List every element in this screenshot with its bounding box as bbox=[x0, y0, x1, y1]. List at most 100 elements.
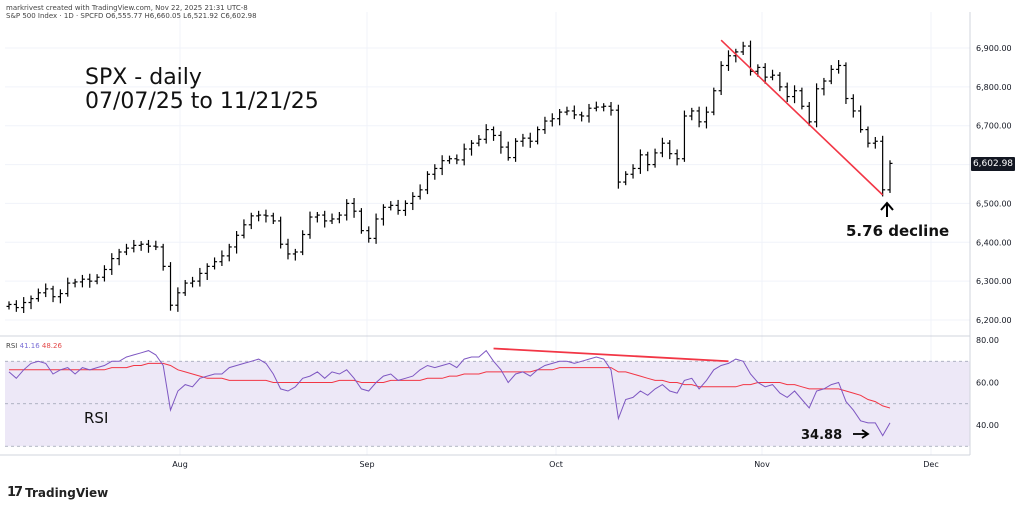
price-bar bbox=[777, 72, 783, 92]
rsi-legend[interactable]: RSI 41.16 48.26 bbox=[6, 342, 62, 350]
price-bar bbox=[571, 105, 577, 120]
rsi-pane bbox=[5, 360, 970, 447]
rsi-ma-line bbox=[9, 362, 891, 409]
tradingview-logo[interactable]: 17 TradingView bbox=[7, 485, 108, 500]
decline-annotation: 5.76 decline bbox=[846, 222, 950, 240]
price-bar bbox=[131, 239, 137, 253]
price-bar bbox=[153, 240, 159, 251]
price-bar bbox=[799, 87, 805, 110]
price-bar bbox=[513, 138, 519, 162]
price-bar bbox=[887, 160, 893, 193]
price-bar bbox=[204, 263, 210, 280]
decline-trendline bbox=[720, 39, 884, 196]
price-bar bbox=[50, 285, 56, 303]
price-bar bbox=[880, 135, 886, 197]
price-axis-tick: 6,900.00 bbox=[976, 44, 1012, 53]
price-bar bbox=[527, 132, 533, 148]
time-axis-tick: Oct bbox=[549, 460, 563, 469]
price-bar bbox=[667, 140, 673, 160]
price-bar bbox=[13, 300, 19, 312]
rsi-lines bbox=[8, 349, 891, 437]
rsi-annotation: RSI bbox=[84, 409, 109, 427]
price-bar bbox=[814, 83, 820, 128]
price-bar bbox=[843, 62, 849, 104]
price-bar bbox=[821, 77, 827, 96]
rsi-line bbox=[8, 349, 891, 437]
price-bar bbox=[278, 216, 284, 249]
price-bar bbox=[865, 126, 871, 148]
price-bar bbox=[872, 136, 878, 149]
price-bar bbox=[402, 200, 408, 216]
price-bar bbox=[652, 148, 658, 168]
time-axis-tick: Dec bbox=[923, 460, 938, 469]
price-bar bbox=[564, 106, 570, 116]
price-bar bbox=[175, 287, 181, 312]
price-bar bbox=[28, 295, 34, 310]
price-bar bbox=[549, 113, 555, 127]
price-bar bbox=[366, 226, 372, 243]
price-bar bbox=[256, 210, 262, 222]
tradingview-logo-icon: 17 bbox=[7, 485, 23, 500]
price-bar bbox=[645, 151, 651, 172]
price-bar bbox=[417, 184, 423, 200]
price-axis-tick: 6,800.00 bbox=[976, 83, 1012, 92]
price-bar bbox=[476, 135, 482, 147]
price-bar bbox=[454, 154, 460, 165]
ohlc-values: O6,555.77 H6,660.05 L6,521.92 C6,602.98 bbox=[105, 12, 257, 20]
price-bar bbox=[432, 164, 438, 180]
price-bar bbox=[498, 131, 504, 154]
price-bar bbox=[292, 248, 298, 261]
price-bar bbox=[410, 192, 416, 211]
price-bar bbox=[314, 211, 320, 223]
price-bar bbox=[784, 82, 790, 103]
price-bar bbox=[483, 124, 489, 144]
watermark-text: markrivest created with TradingView.com,… bbox=[6, 4, 248, 12]
price-bar bbox=[424, 171, 430, 195]
price-bar bbox=[168, 262, 174, 311]
price-bar bbox=[248, 212, 254, 230]
time-axis-tick: Nov bbox=[754, 460, 770, 469]
price-bar bbox=[182, 279, 188, 296]
rsi-legend-value: 41.16 bbox=[19, 342, 40, 350]
price-bar bbox=[711, 87, 717, 116]
price-bar bbox=[608, 102, 614, 116]
symbol-name[interactable]: S&P 500 Index · 1D · SPCFD bbox=[6, 12, 104, 20]
price-bar bbox=[234, 231, 240, 254]
price-bar bbox=[520, 133, 526, 147]
price-bar bbox=[542, 116, 548, 134]
price-bar bbox=[703, 106, 709, 129]
price-bar bbox=[586, 103, 592, 123]
price-bar bbox=[197, 267, 203, 287]
price-bar bbox=[263, 209, 269, 223]
price-bar bbox=[557, 109, 563, 126]
price-bar bbox=[792, 85, 798, 104]
price-axis-tick: 6,500.00 bbox=[976, 199, 1012, 208]
price-bar bbox=[65, 277, 71, 297]
price-bar bbox=[828, 65, 834, 85]
rsi-ma-legend-value: 48.26 bbox=[41, 342, 62, 350]
rsi-legend-title: RSI bbox=[6, 342, 18, 350]
price-bar bbox=[116, 248, 122, 266]
time-axis-tick: Sep bbox=[359, 460, 374, 469]
title-line-1: SPX - daily bbox=[85, 65, 202, 90]
price-bar bbox=[630, 164, 636, 179]
price-bar bbox=[623, 171, 629, 186]
price-bar bbox=[505, 141, 511, 161]
price-bar bbox=[94, 274, 100, 285]
price-bar bbox=[579, 111, 585, 122]
price-bars bbox=[6, 40, 893, 314]
price-bar bbox=[836, 60, 842, 74]
price-bar bbox=[733, 48, 739, 63]
up-arrow-head bbox=[880, 201, 894, 211]
price-bar bbox=[145, 239, 151, 253]
price-bar bbox=[57, 289, 63, 304]
price-bar bbox=[72, 278, 78, 288]
price-bar bbox=[190, 276, 196, 288]
price-bar bbox=[6, 301, 12, 310]
price-bar bbox=[858, 105, 864, 133]
price-bar bbox=[109, 253, 115, 275]
price-bar bbox=[535, 126, 541, 145]
price-bar bbox=[329, 213, 335, 225]
price-bar bbox=[21, 297, 27, 314]
